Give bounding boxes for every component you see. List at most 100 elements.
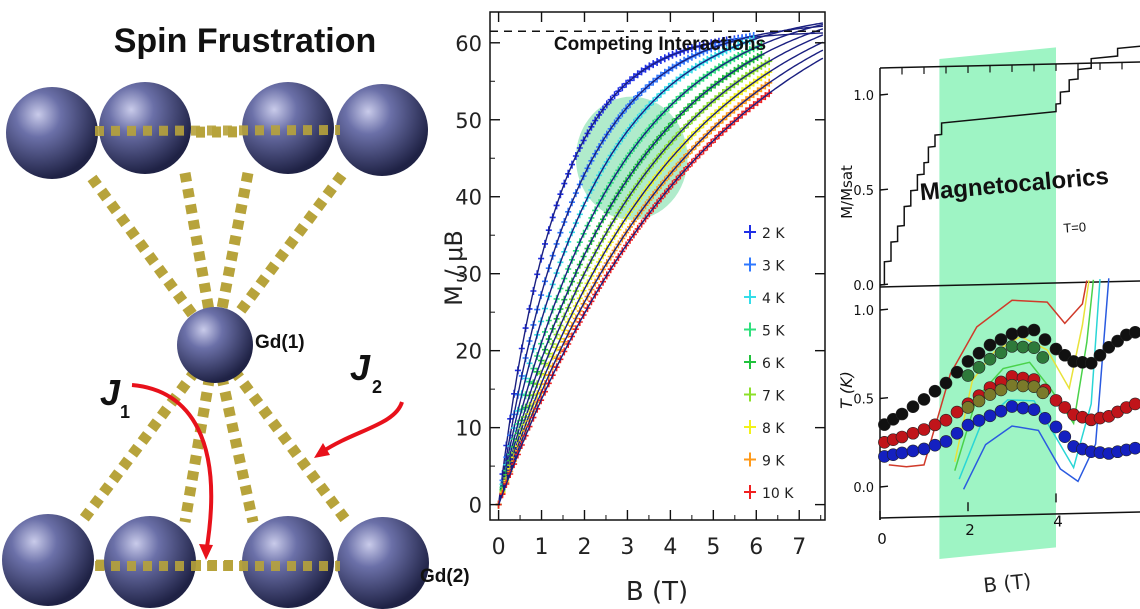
bottom-y-tick-label: 0.0 [853,481,874,496]
legend-marker [744,420,756,434]
data-dot [1005,327,1019,341]
data-dot [1111,334,1124,348]
gd-atom-top-1 [6,87,98,179]
x-tick-label: 6 [749,535,763,560]
top-bond-front [94,125,341,136]
data-dot [906,444,920,458]
data-dot [1102,340,1116,354]
data-dot [1005,340,1019,353]
temperature-line-1 [888,280,1088,468]
x-tick-label: 7 [792,535,806,560]
data-dot [972,361,986,374]
data-dot [983,388,997,401]
top-y-tick [879,283,889,286]
legend-label: 2 K [762,226,785,242]
data-dot [994,383,1008,397]
legend-marker [744,485,756,499]
dot-series-blue [878,400,1140,463]
data-dot [1058,401,1072,414]
data-dot [895,407,909,421]
j1-label: J [100,372,121,413]
magnetization-chart-title: Competing Interactions [554,34,766,55]
right-top-border [879,61,1140,69]
x-tick-label: 2 [577,535,591,560]
dot-series-olive [961,378,1050,414]
series-7k [495,34,824,509]
data-dot [972,346,986,360]
data-dot [1058,430,1072,443]
series-3k [495,25,823,509]
fit-line-7k [497,34,824,505]
staircase-layer [879,45,1140,286]
temperature-dots-layer [878,323,1140,463]
data-dot [917,442,931,456]
top-y-tick [879,93,889,96]
x-tick-label: 4 [663,535,677,560]
magnetocalorics-band [939,47,1056,560]
legend-marker [744,452,756,467]
fit-line-4k [497,22,823,505]
data-dot [961,418,975,432]
top-y-tick-label: 0.0 [853,279,874,294]
legend-marker [744,387,756,402]
data-dot [1005,378,1019,392]
temperature-legend: 2 K 3 K 4 K 5 K 6 K 7 K 8 K 9 K 10 K [744,225,794,502]
right-x-tick-label: 4 [1053,512,1063,530]
x-tick-label: 1 [535,535,549,560]
temperature-y-axis-label: T (K) [837,371,856,409]
series-9k [495,49,824,509]
data-dot [1049,342,1063,356]
bottom-y-tick [879,397,889,400]
j2-label: J [350,347,371,388]
legend-label: 10 K [762,486,794,502]
j1-subscript: 1 [120,402,130,422]
data-dot [906,426,920,440]
data-dot [1016,401,1030,415]
right-bottom-border [879,511,1140,519]
right-x-tick-label: 2 [965,521,975,539]
data-dot [1038,411,1052,425]
legend-label: 7 K [762,389,785,405]
data-dot [1027,323,1041,337]
right-x-axis-label: B (T) [982,569,1032,598]
j1-arrow [131,383,214,554]
gd1-atom [177,307,253,383]
data-dot [1058,348,1072,362]
data-dot [994,404,1008,418]
j2-arrowhead [314,443,330,458]
data-dot [1128,397,1140,411]
data-dot [939,413,953,427]
data-dot [1036,351,1050,364]
magnetocalorics-band-layer [939,47,1056,560]
legend-marker [744,322,756,337]
bottom-y-tick [879,485,889,488]
top-y-tick [879,188,889,191]
magnetization-y-axis-label: M / μB [440,230,468,306]
data-dot [1027,380,1041,393]
data-dot [1027,341,1041,355]
y-tick-label: 30 [455,263,482,287]
legend-marker [744,225,756,239]
data-dot [983,409,997,423]
y-tick-label: 20 [455,340,482,364]
legend-label: 9 K [762,454,785,470]
legend-marker [744,257,756,272]
data-dot [928,418,942,432]
right-middle-border [879,280,1140,288]
data-dot [1093,348,1107,362]
legend-label: 4 K [762,291,785,307]
data-dot [917,423,931,436]
data-dot [1128,325,1140,339]
data-dot [972,414,986,427]
t-zero-annotation: T=0 [1063,219,1087,236]
x-tick-label: 3 [620,535,634,560]
data-dot [1016,379,1030,393]
x-tick-label: 5 [706,535,720,560]
data-dot [917,393,931,406]
fit-line-10k [497,57,824,505]
data-dot [928,384,942,398]
bottom-y-tick-label: 1.0 [853,304,874,319]
gd2-atom-4 [337,517,429,609]
data-dot [1016,325,1030,339]
